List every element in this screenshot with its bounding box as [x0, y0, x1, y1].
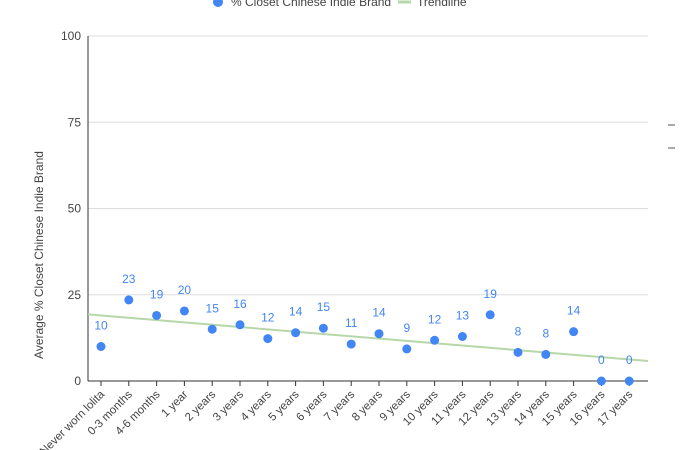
data-point [457, 331, 467, 341]
data-point [374, 329, 384, 339]
legend-label-trendline: Trendline [417, 0, 467, 9]
data-label: 20 [178, 283, 192, 297]
data-point [96, 342, 106, 351]
data-label: 23 [122, 272, 136, 286]
data-point [624, 376, 634, 386]
data-label: 12 [428, 312, 442, 326]
data-label: 11 [345, 316, 358, 330]
y-axis-label: Average % Closet Chinese Indie Brand [32, 151, 46, 359]
y-axis-ticks: 0 25 50 75 100 [61, 29, 81, 388]
legend-marker-series [213, 0, 223, 7]
gridlines [87, 35, 648, 381]
data-point [513, 347, 523, 357]
data-point [318, 323, 328, 333]
data-label: 15 [317, 300, 331, 314]
data-label: 19 [484, 287, 498, 301]
y-tick-label: 25 [68, 288, 82, 302]
data-label: 0 [626, 353, 633, 367]
data-label: 12 [261, 311, 275, 325]
trendline [87, 313, 649, 362]
data-point [179, 306, 189, 316]
data-label: 13 [456, 308, 470, 322]
data-point [346, 339, 356, 349]
data-points [96, 295, 634, 386]
data-label: 14 [372, 306, 386, 320]
data-label: 8 [542, 326, 549, 340]
legend: % Closet Chinese Indie Brand Trendline [213, 0, 467, 9]
y-tick-label: 0 [74, 374, 81, 388]
data-point [569, 327, 579, 337]
data-label: 16 [233, 297, 247, 311]
data-point [152, 310, 162, 320]
y-tick-label: 50 [68, 202, 82, 216]
data-point [402, 344, 412, 354]
data-point [485, 310, 495, 320]
data-point [235, 320, 245, 330]
data-label: 14 [567, 304, 581, 318]
y-tick-label: 75 [68, 115, 82, 129]
data-label: 19 [150, 287, 164, 301]
data-point [291, 328, 301, 338]
data-point [207, 324, 217, 334]
data-label: 15 [206, 301, 220, 315]
y-tick-label: 100 [61, 29, 81, 43]
data-point [263, 334, 273, 344]
data-label: 0 [598, 353, 605, 367]
legend-label-series: % Closet Chinese Indie Brand [231, 0, 391, 9]
data-point [541, 349, 551, 359]
data-label: 8 [515, 324, 522, 338]
data-point [596, 376, 606, 386]
data-labels: 10 23 19 20 15 16 12 14 15 11 14 9 12 13 19 8 8 14 0 0 [94, 272, 633, 367]
data-point [124, 295, 134, 305]
data-label: 10 [94, 319, 108, 333]
data-label: 14 [289, 305, 303, 319]
data-label: 9 [403, 321, 410, 335]
data-point [430, 335, 440, 345]
